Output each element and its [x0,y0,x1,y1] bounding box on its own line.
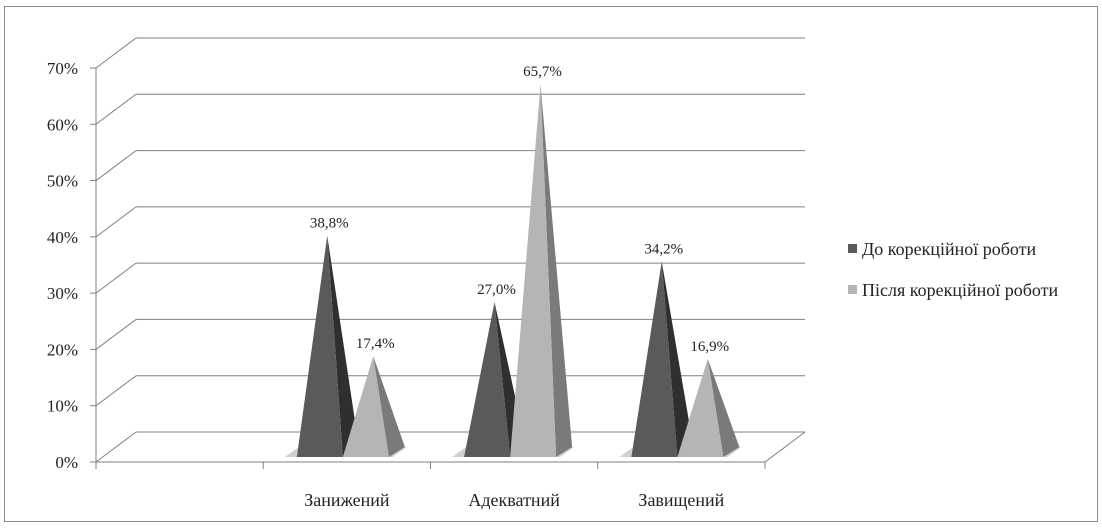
gridline-depth [95,262,137,294]
gridlines [95,37,805,463]
y-tick-label: 30% [47,284,78,303]
pyramid-front-face [296,235,343,457]
data-label: 38,8% [310,216,349,232]
pyramid-front-face [342,356,389,457]
y-tick-label: 40% [47,228,78,247]
legend-label: До корекційної роботи [862,239,1037,259]
gridline-depth [95,150,137,181]
data-labels: 38,8% 17,4% 27,0% 65,7% 34,2% 16,9% [310,64,729,355]
legend-label: Після корекційної роботи [862,280,1059,300]
x-category-label: Адекватний [468,490,560,510]
legend-swatch [848,285,857,294]
axes: 0% 10% 20% 30% 40% 50% 60% 70% Занижений Адекватн… [47,59,806,510]
pyramids [284,84,742,458]
y-tick-label: 0% [55,453,78,472]
gridline-depth [95,206,137,238]
gridline-depth [95,93,137,125]
data-label: 17,4% [356,336,395,352]
y-tick-label: 10% [47,397,78,416]
legend: До корекційної роботи Після корекційної р… [848,239,1059,300]
gridline-depth [95,375,137,407]
pyramid-side-face [540,84,573,458]
pyramid-front-face [510,84,557,458]
pyramid-side-face [661,261,694,457]
y-tick-label: 20% [47,340,78,359]
gridline-depth [95,37,137,69]
pyramid-side-face [707,358,740,457]
pyramid-side-face [327,235,359,457]
legend-swatch [848,244,857,253]
data-label: 34,2% [644,242,683,258]
gridline-depth [95,431,137,463]
y-tick-label: 70% [47,59,78,78]
data-label: 65,7% [523,64,562,80]
gridline-depth [95,319,137,350]
data-label: 27,0% [477,282,516,298]
x-axis-depth [764,431,806,463]
pyramid-front-face [677,358,724,457]
x-category-label: Завищений [638,490,724,510]
pyramid-front-face [464,302,511,457]
y-tick-label: 50% [47,172,78,191]
pyramid-side-face [373,356,405,457]
x-category-label: Занижений [304,490,390,510]
y-tick-label: 60% [47,115,78,134]
data-label: 16,9% [690,339,729,355]
pyramid-front-face [631,261,678,457]
